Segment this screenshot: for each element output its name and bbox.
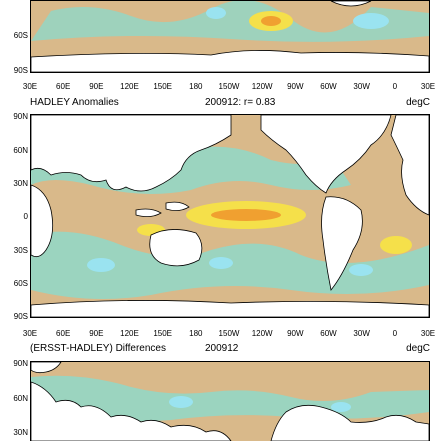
panel-2-title-center: 200912: r= 0.83	[205, 97, 276, 108]
y-tick-label: 30N	[13, 428, 28, 437]
panel-2-title-left: HADLEY Anomalies	[30, 97, 119, 108]
panel-2-svg	[31, 115, 429, 317]
panel-3-svg	[31, 362, 429, 441]
panel-2-title-right: degC	[406, 97, 430, 108]
y-tick-label: 60N	[13, 146, 28, 155]
x-tick-label: 30W	[353, 329, 370, 338]
y-tick-label: 60N	[13, 394, 28, 403]
x-tick-label: 120E	[120, 329, 139, 338]
x-tick-label: 150W	[218, 82, 240, 91]
y-tick-label: 90S	[13, 312, 28, 321]
panel-3-title-center: 200912	[205, 343, 239, 354]
x-tick-label: 120W	[251, 82, 273, 91]
x-tick-label: 180	[189, 82, 203, 91]
x-tick-label: 30E	[22, 329, 38, 338]
x-tick-label: 120E	[120, 82, 139, 91]
x-tick-label: 120W	[251, 329, 273, 338]
y-tick-label: 60S	[13, 279, 28, 288]
y-tick-label: 30N	[13, 179, 28, 188]
x-tick-label: 150W	[218, 329, 240, 338]
y-tick-label: 60S	[13, 31, 28, 40]
x-tick-label: 30W	[353, 82, 370, 91]
y-tick-label: 30S	[13, 246, 28, 255]
x-tick-label: 180	[189, 329, 203, 338]
x-tick-label: 90E	[89, 329, 104, 338]
x-tick-label: 60W	[320, 82, 337, 91]
x-tick-label: 60W	[320, 329, 337, 338]
y-tick-label: 0	[23, 212, 28, 221]
panel-1-map	[30, 0, 430, 73]
x-tick-label: 90E	[89, 82, 104, 91]
y-tick-label: 90N	[13, 359, 28, 368]
x-tick-label: 30E	[420, 82, 436, 91]
panel-3-map	[30, 361, 430, 441]
x-tick-label: 150E	[153, 82, 172, 91]
x-tick-label: 30E	[420, 329, 436, 338]
x-tick-label: 90W	[287, 329, 304, 338]
y-tick-label: 90N	[13, 112, 28, 121]
x-tick-label: 90W	[287, 82, 304, 91]
x-tick-label: 30E	[22, 82, 38, 91]
x-tick-label: 150E	[153, 329, 172, 338]
y-tick-label: 90S	[13, 66, 28, 75]
panel-3-title-right: degC	[406, 343, 430, 354]
x-tick-label: 60E	[56, 82, 71, 91]
x-tick-label: 0	[392, 82, 398, 91]
x-tick-label: 60E	[56, 329, 71, 338]
panel-3-title-left: (ERSST-HADLEY) Differences	[30, 343, 166, 354]
panel-2-map	[30, 114, 430, 318]
panel-1-svg	[31, 1, 429, 72]
x-tick-label: 0	[392, 329, 398, 338]
